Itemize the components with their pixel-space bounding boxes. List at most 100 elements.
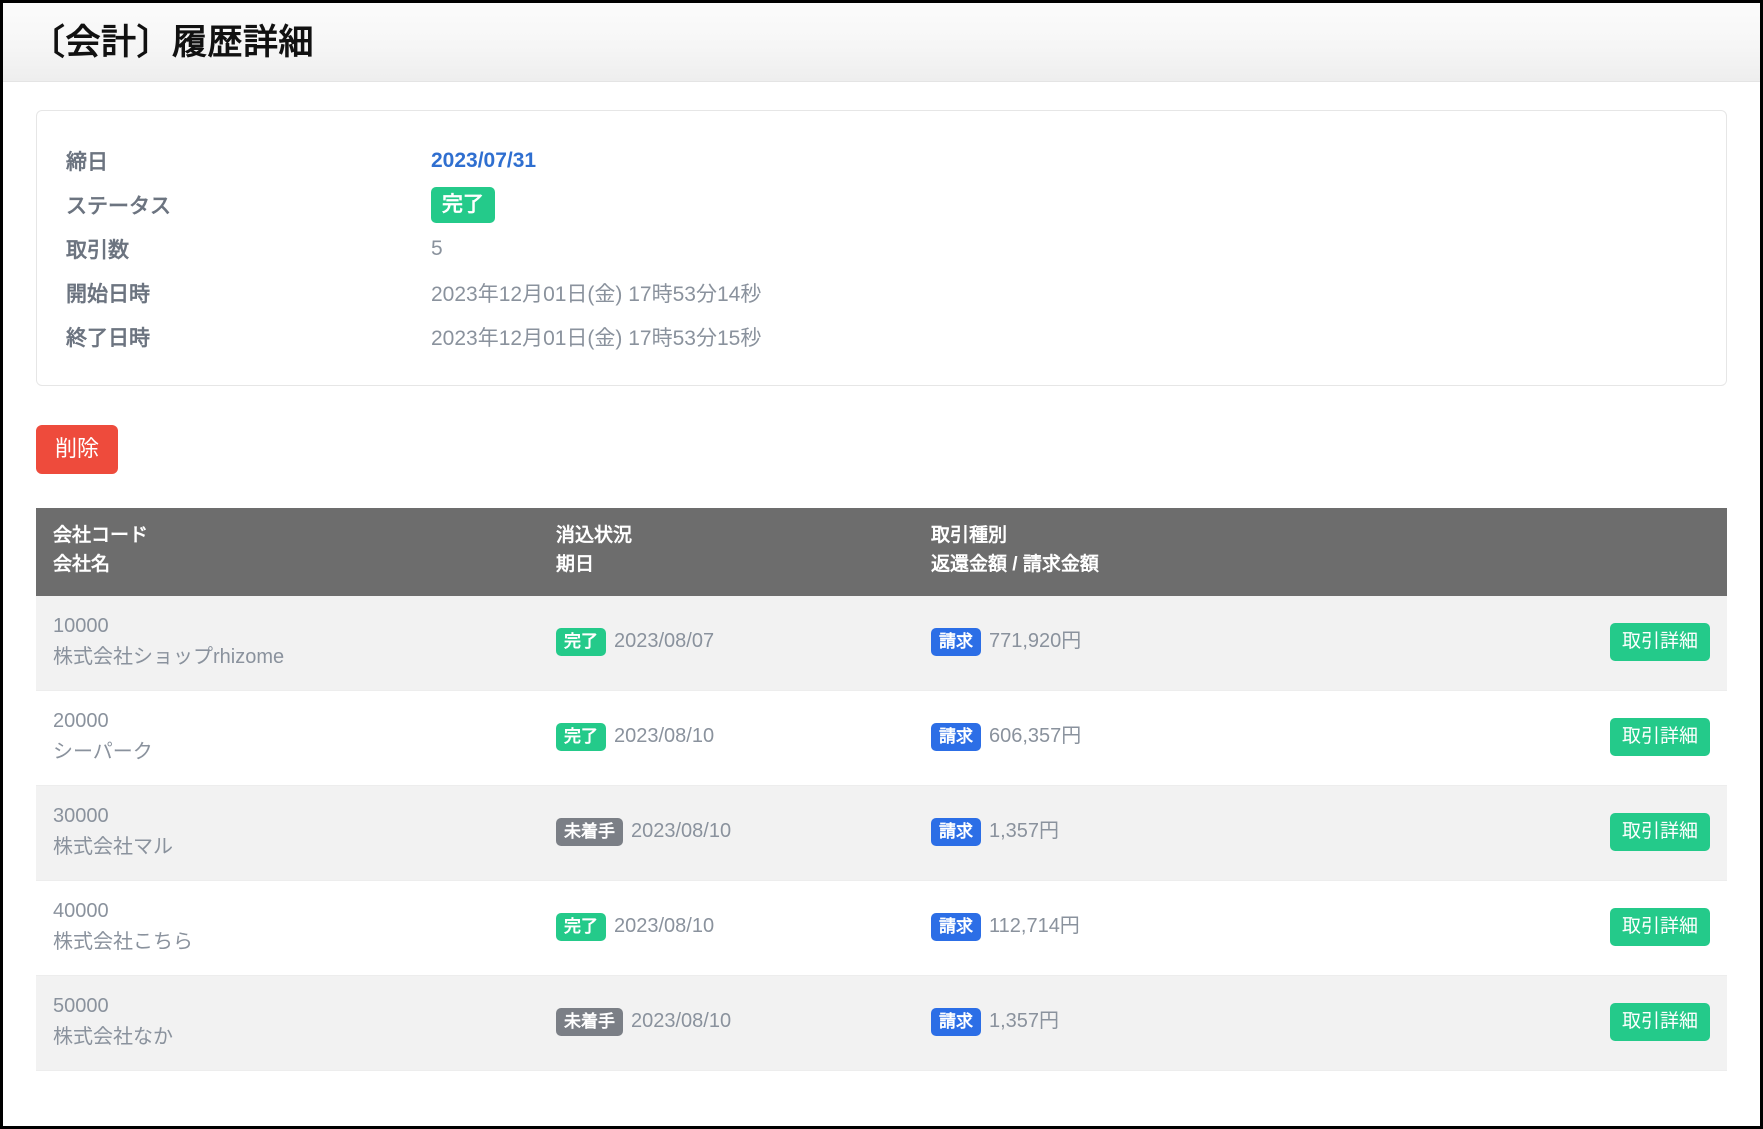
company-name: 株式会社マル — [53, 835, 173, 858]
cell-amount: 請求 606,357円 — [931, 690, 1491, 786]
info-row-end-datetime: 終了日時 2023年12月01日(金) 17時53分15秒 — [37, 315, 1726, 359]
cell-status: 完了 2023/08/07 — [556, 595, 931, 691]
cell-amount: 請求 1,357円 — [931, 975, 1491, 1071]
status-line: 未着手 2023/08/10 — [556, 1006, 931, 1037]
cell-amount: 請求 771,920円 — [931, 595, 1491, 691]
column-header-action — [1491, 508, 1727, 596]
history-summary-card: 締日 2023/07/31 ステータス 完了 取引数 5 開始日時 2023年1… — [36, 110, 1727, 386]
amount-line: 請求 606,357円 — [931, 721, 1491, 752]
company-name: 株式会社なか — [53, 1025, 173, 1048]
company-code: 20000 — [53, 709, 109, 732]
amount-value: 1,357円 — [989, 820, 1060, 843]
company-name: シーパーク — [53, 740, 153, 763]
company-code: 10000 — [53, 614, 109, 637]
transaction-type-badge: 請求 — [931, 627, 981, 656]
transaction-type-badge: 請求 — [931, 1007, 981, 1036]
company-code: 50000 — [53, 994, 109, 1017]
status-line: 完了 2023/08/07 — [556, 626, 931, 657]
clearing-status-badge: 完了 — [556, 722, 606, 751]
column-header-company-code: 会社コード — [53, 525, 149, 546]
column-header-status: 消込状況 期日 — [556, 508, 931, 596]
cell-action: 取引詳細 — [1491, 880, 1727, 976]
info-value-status: 完了 — [431, 187, 495, 223]
info-label-status: ステータス — [66, 195, 171, 218]
cell-status: 未着手 2023/08/10 — [556, 975, 931, 1071]
application-window: 〔会計〕履歴詳細 締日 2023/07/31 ステータス 完了 取引数 5 開始… — [3, 3, 1760, 1126]
info-value-transaction-count: 5 — [431, 237, 443, 260]
clearing-status-badge: 未着手 — [556, 817, 623, 846]
cell-action: 取引詳細 — [1491, 975, 1727, 1071]
amount-line: 請求 1,357円 — [931, 1006, 1491, 1037]
table-row: 30000 株式会社マル 未着手 2023/08/10 請求 1,357円 取引詳細 — [36, 785, 1727, 881]
amount-value: 112,714円 — [989, 915, 1080, 938]
due-date: 2023/08/10 — [631, 820, 732, 843]
info-row-transaction-count: 取引数 5 — [37, 227, 1726, 271]
due-date: 2023/08/07 — [614, 630, 715, 653]
info-row-close-date: 締日 2023/07/31 — [37, 139, 1726, 183]
info-row-status: ステータス 完了 — [37, 183, 1726, 227]
status-line: 完了 2023/08/10 — [556, 721, 931, 752]
company-name: 株式会社ショップrhizome — [53, 645, 285, 668]
transaction-detail-button[interactable]: 取引詳細 — [1609, 1002, 1710, 1041]
table-header-row: 会社コード 会社名 消込状況 期日 取引種別 返還金額 / 請求金額 — [36, 508, 1727, 596]
amount-value: 606,357円 — [989, 725, 1082, 748]
transaction-type-badge: 請求 — [931, 817, 981, 846]
column-header-company: 会社コード 会社名 — [36, 508, 556, 596]
amount-value: 771,920円 — [989, 630, 1082, 653]
column-header-clearing-status: 消込状況 — [556, 525, 633, 546]
table-row: 40000 株式会社こちら 完了 2023/08/10 請求 112,714円 取引詳細 — [36, 880, 1727, 976]
table-row: 10000 株式会社ショップrhizome 完了 2023/08/07 請求 771,92… — [36, 595, 1727, 691]
due-date: 2023/08/10 — [614, 725, 715, 748]
clearing-status-badge: 未着手 — [556, 1007, 623, 1036]
cell-status: 完了 2023/08/10 — [556, 880, 931, 976]
info-row-start-datetime: 開始日時 2023年12月01日(金) 17時53分14秒 — [37, 271, 1726, 315]
page-body: 締日 2023/07/31 ステータス 完了 取引数 5 開始日時 2023年1… — [3, 82, 1760, 1126]
amount-line: 請求 112,714円 — [931, 911, 1491, 942]
transaction-detail-button[interactable]: 取引詳細 — [1609, 717, 1710, 756]
table-row: 20000 シーパーク 完了 2023/08/10 請求 606,357円 取引詳細 — [36, 690, 1727, 786]
page-header-bar: 〔会計〕履歴詳細 — [3, 3, 1760, 82]
clearing-status-badge: 完了 — [556, 912, 606, 941]
info-label-start-datetime: 開始日時 — [66, 283, 150, 306]
cell-amount: 請求 1,357円 — [931, 785, 1491, 881]
delete-button[interactable]: 削除 — [36, 425, 119, 474]
column-header-due-date: 期日 — [556, 553, 595, 575]
cell-action: 取引詳細 — [1491, 785, 1727, 881]
transaction-table-body: 10000 株式会社ショップrhizome 完了 2023/08/07 請求 771,92… — [36, 595, 1727, 1071]
cell-status: 未着手 2023/08/10 — [556, 785, 931, 881]
info-label-close-date: 締日 — [66, 151, 108, 174]
due-date: 2023/08/10 — [631, 1010, 732, 1033]
amount-value: 1,357円 — [989, 1010, 1060, 1033]
due-date: 2023/08/10 — [614, 915, 715, 938]
status-badge: 完了 — [431, 187, 495, 223]
info-label-transaction-count: 取引数 — [66, 239, 129, 262]
transaction-detail-button[interactable]: 取引詳細 — [1609, 622, 1710, 661]
transaction-type-badge: 請求 — [931, 722, 981, 751]
cell-company: 20000 シーパーク — [36, 690, 556, 786]
cell-action: 取引詳細 — [1491, 690, 1727, 786]
cell-action: 取引詳細 — [1491, 595, 1727, 691]
column-header-amount: 取引種別 返還金額 / 請求金額 — [931, 508, 1491, 596]
cell-company: 10000 株式会社ショップrhizome — [36, 595, 556, 691]
info-value-close-date[interactable]: 2023/07/31 — [431, 149, 537, 172]
status-line: 未着手 2023/08/10 — [556, 816, 931, 847]
transaction-table-head: 会社コード 会社名 消込状況 期日 取引種別 返還金額 / 請求金額 — [36, 508, 1727, 596]
transaction-table: 会社コード 会社名 消込状況 期日 取引種別 返還金額 / 請求金額 10000… — [36, 508, 1727, 1071]
amount-line: 請求 771,920円 — [931, 626, 1491, 657]
company-code: 40000 — [53, 899, 109, 922]
info-value-start-datetime: 2023年12月01日(金) 17時53分14秒 — [431, 283, 762, 306]
column-header-refund-billing-amount: 返還金額 / 請求金額 — [931, 553, 1099, 575]
cell-company: 50000 株式会社なか — [36, 975, 556, 1071]
transaction-detail-button[interactable]: 取引詳細 — [1609, 812, 1710, 851]
column-header-transaction-type: 取引種別 — [931, 525, 1008, 546]
cell-amount: 請求 112,714円 — [931, 880, 1491, 976]
cell-company: 30000 株式会社マル — [36, 785, 556, 881]
cell-company: 40000 株式会社こちら — [36, 880, 556, 976]
cell-status: 完了 2023/08/10 — [556, 690, 931, 786]
clearing-status-badge: 完了 — [556, 627, 606, 656]
page-title: 〔会計〕履歴詳細 — [30, 22, 315, 62]
transaction-type-badge: 請求 — [931, 912, 981, 941]
company-name: 株式会社こちら — [53, 930, 193, 953]
transaction-detail-button[interactable]: 取引詳細 — [1609, 907, 1710, 946]
amount-line: 請求 1,357円 — [931, 816, 1491, 847]
